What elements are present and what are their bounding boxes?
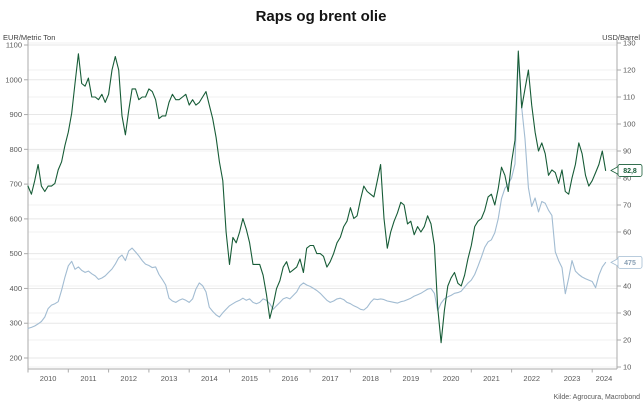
right-axis-tick-label: 10 — [623, 363, 631, 372]
right-axis-tick-label: 130 — [623, 39, 636, 48]
left-axis-tick-label: 200 — [9, 354, 22, 363]
left-axis-tick-label: 1100 — [6, 41, 22, 50]
source-credit: Kilde: Agrocura, Macrobond — [554, 394, 640, 401]
right-axis-tick-label: 80 — [623, 174, 631, 183]
x-axis-year-label: 2015 — [241, 374, 258, 383]
x-axis-year-label: 2022 — [523, 374, 540, 383]
chart-title: Raps og brent olie — [256, 8, 387, 25]
left-axis-tick-label: 600 — [9, 214, 22, 223]
x-axis-year-label: 2020 — [443, 374, 460, 383]
x-axis-year-label: 2017 — [322, 374, 339, 383]
left-axis-unit-label: EUR/Metric Ton — [3, 33, 55, 42]
x-axis-year-label: 2012 — [120, 374, 137, 383]
x-axis-year-label: 2021 — [483, 374, 500, 383]
right-axis-tick-label: 30 — [623, 309, 631, 318]
left-axis-tick-label: 500 — [9, 249, 22, 258]
x-axis-year-label: 2010 — [40, 374, 57, 383]
right-axis-tick-label: 40 — [623, 282, 631, 291]
callout-pointer — [610, 257, 619, 268]
right-axis-unit-label: USD/Barrel — [602, 33, 640, 42]
right-axis-tick-label: 70 — [623, 201, 631, 210]
x-axis-year-label: 2014 — [201, 374, 218, 383]
x-axis-year-label: 2023 — [564, 374, 581, 383]
left-axis-tick-label: 900 — [9, 110, 22, 119]
left-axis-tick-label: 1000 — [5, 75, 22, 84]
left-axis-tick-label: 800 — [9, 145, 22, 154]
right-axis-tick-label: 110 — [623, 93, 635, 102]
right-axis-tick-label: 90 — [623, 147, 631, 156]
callout-box — [617, 255, 643, 269]
x-axis-year-label: 2013 — [161, 374, 178, 383]
left-axis-tick-label: 700 — [9, 180, 22, 189]
series-line-brent — [27, 50, 607, 344]
left-axis-tick-label: 300 — [9, 319, 22, 328]
x-axis-year-label: 2018 — [362, 374, 379, 383]
right-axis-tick-label: 60 — [623, 228, 631, 237]
x-axis-year-label: 2011 — [80, 374, 96, 383]
callout-box — [617, 164, 643, 177]
series-line-raps — [27, 54, 607, 329]
callout-value-label: 475 — [624, 260, 636, 267]
right-axis-tick-label: 100 — [623, 120, 636, 129]
x-axis-year-label: 2024 — [596, 374, 613, 383]
right-axis-tick-label: 120 — [623, 66, 636, 75]
callout-value-label: 82,8 — [623, 168, 637, 175]
right-axis-tick-label: 20 — [623, 336, 631, 345]
left-axis-tick-label: 400 — [9, 284, 22, 293]
callout-pointer — [610, 165, 619, 176]
x-axis-year-label: 2016 — [282, 374, 299, 383]
x-axis-year-label: 2019 — [403, 374, 420, 383]
